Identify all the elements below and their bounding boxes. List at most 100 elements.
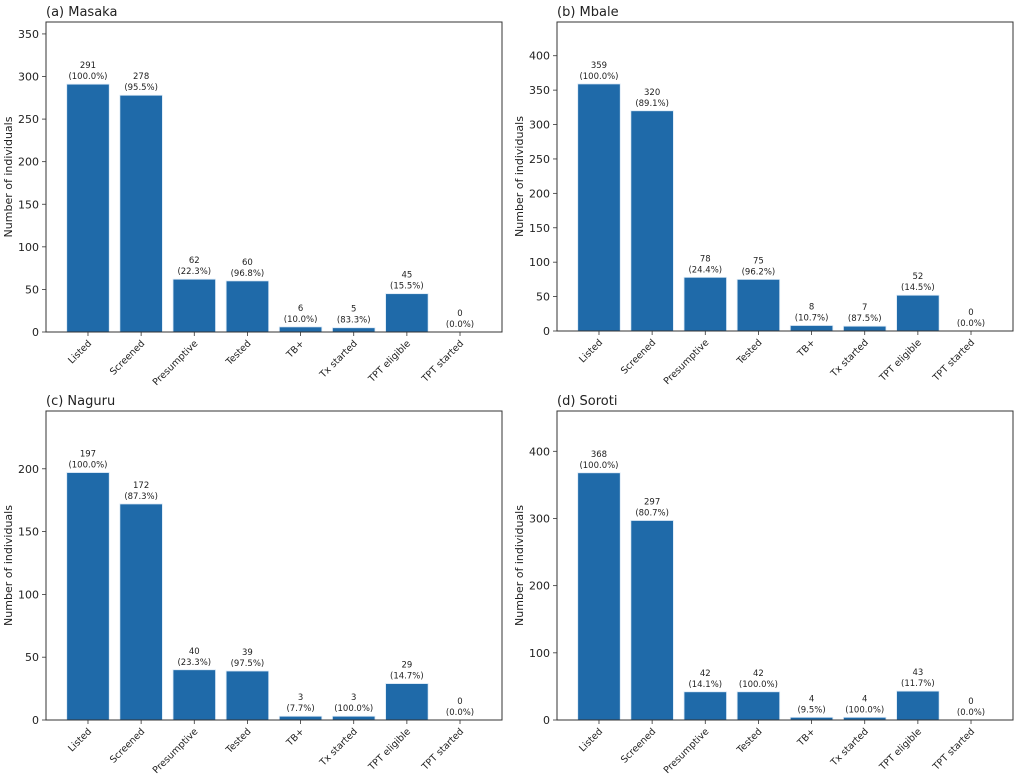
data-label-percent: (100.0%): [68, 461, 107, 471]
y-tick-label: 350: [529, 84, 550, 97]
data-label-count: 45: [401, 271, 412, 281]
x-tick-label: Tx started: [317, 726, 360, 769]
data-label-percent: (100.0%): [739, 680, 778, 690]
data-label-count: 0: [968, 697, 973, 707]
data-label-percent: (14.5%): [901, 283, 935, 293]
data-label-percent: (0.0%): [957, 319, 985, 329]
data-label-count: 197: [80, 450, 96, 460]
y-tick-label: 100: [529, 256, 550, 269]
x-tick-label: Tested: [223, 726, 253, 756]
y-tick-label: 50: [25, 651, 39, 664]
y-tick-label: 350: [18, 28, 39, 41]
x-tick-label: TB+: [795, 337, 818, 360]
y-tick-label: 200: [18, 463, 39, 476]
x-tick-label: Screened: [619, 337, 658, 376]
bar: [119, 94, 163, 333]
data-label-count: 297: [644, 497, 660, 507]
y-tick-label: 100: [18, 241, 39, 254]
x-tick-label: Tx started: [828, 726, 871, 769]
subplot-title: (d) Soroti: [557, 394, 617, 409]
subplot-title: (a) Masaka: [46, 5, 117, 20]
bar: [630, 520, 674, 721]
bar: [225, 280, 270, 333]
bar: [119, 503, 163, 721]
x-tick-label: Presumptive: [151, 338, 201, 388]
data-label-count: 4: [862, 694, 867, 704]
data-label-percent: (0.0%): [446, 320, 474, 330]
y-tick-label: 150: [18, 198, 39, 211]
data-label-percent: (89.1%): [635, 99, 669, 109]
bar: [66, 472, 110, 721]
y-axis-label: Number of individuals: [2, 505, 15, 626]
data-label-percent: (10.7%): [795, 313, 829, 323]
bar: [172, 669, 216, 721]
data-label-count: 291: [80, 61, 96, 71]
data-label-percent: (24.4%): [688, 265, 722, 275]
x-tick-label: TB+: [795, 726, 818, 749]
y-tick-label: 0: [32, 714, 39, 727]
data-label-count: 29: [401, 661, 412, 671]
data-label-percent: (100.0%): [334, 704, 373, 714]
data-label-percent: (10.0%): [284, 315, 318, 325]
bar: [896, 294, 940, 332]
bar: [385, 293, 429, 333]
subplot-title: (c) Naguru: [46, 394, 115, 409]
data-label-percent: (7.7%): [286, 704, 314, 714]
x-tick-label: Listed: [577, 726, 605, 754]
x-tick-label: Screened: [108, 726, 147, 765]
x-tick-label: TPT started: [419, 338, 466, 385]
x-tick-label: Presumptive: [662, 726, 712, 776]
bar: [172, 278, 216, 333]
data-label-percent: (97.5%): [231, 659, 265, 669]
data-label-count: 359: [591, 61, 607, 71]
y-axis-label: Number of individuals: [513, 116, 526, 237]
axes-frame: [45, 410, 503, 721]
y-tick-label: 150: [529, 222, 550, 235]
x-tick-label: Tx started: [828, 337, 871, 380]
data-label-count: 42: [753, 669, 764, 679]
bar: [577, 472, 621, 721]
bar: [683, 276, 727, 332]
y-tick-label: 300: [529, 119, 550, 132]
x-tick-label: Listed: [66, 726, 94, 754]
x-tick-label: TPT eligible: [877, 337, 924, 384]
y-tick-label: 200: [529, 187, 550, 200]
data-label-percent: (96.8%): [231, 269, 265, 279]
data-label-count: 75: [753, 256, 764, 266]
axes-frame: [556, 410, 1014, 721]
data-label-count: 8: [809, 302, 814, 312]
data-label-count: 0: [457, 697, 462, 707]
bar: [66, 83, 110, 333]
bar: [278, 715, 323, 721]
x-tick-label: Screened: [108, 338, 147, 377]
data-label-count: 7: [862, 303, 867, 313]
data-label-percent: (22.3%): [177, 267, 211, 277]
data-label-count: 368: [591, 450, 607, 460]
data-label-percent: (11.7%): [901, 679, 935, 689]
data-label-percent: (100.0%): [845, 705, 884, 715]
data-label-count: 3: [298, 693, 303, 703]
y-tick-label: 400: [529, 50, 550, 63]
x-tick-label: TPT eligible: [366, 726, 413, 773]
data-label-percent: (87.5%): [848, 314, 882, 324]
y-tick-label: 0: [543, 714, 550, 727]
bar: [630, 110, 674, 332]
bar: [577, 83, 621, 332]
data-label-percent: (9.5%): [797, 705, 825, 715]
data-label-percent: (100.0%): [579, 72, 618, 82]
data-label-percent: (96.2%): [742, 267, 776, 277]
data-label-count: 52: [912, 272, 923, 282]
data-label-count: 78: [700, 254, 711, 264]
bar: [332, 715, 376, 721]
data-label-percent: (87.3%): [124, 492, 158, 502]
subplot-title: (b) Mbale: [557, 5, 619, 20]
bar: [736, 278, 781, 332]
x-tick-label: Tested: [734, 337, 764, 367]
x-tick-label: Listed: [577, 337, 605, 365]
data-label-count: 40: [189, 647, 200, 657]
data-label-percent: (100.0%): [68, 72, 107, 82]
y-tick-label: 250: [18, 113, 39, 126]
data-label-count: 62: [189, 256, 200, 266]
bar: [683, 691, 727, 721]
